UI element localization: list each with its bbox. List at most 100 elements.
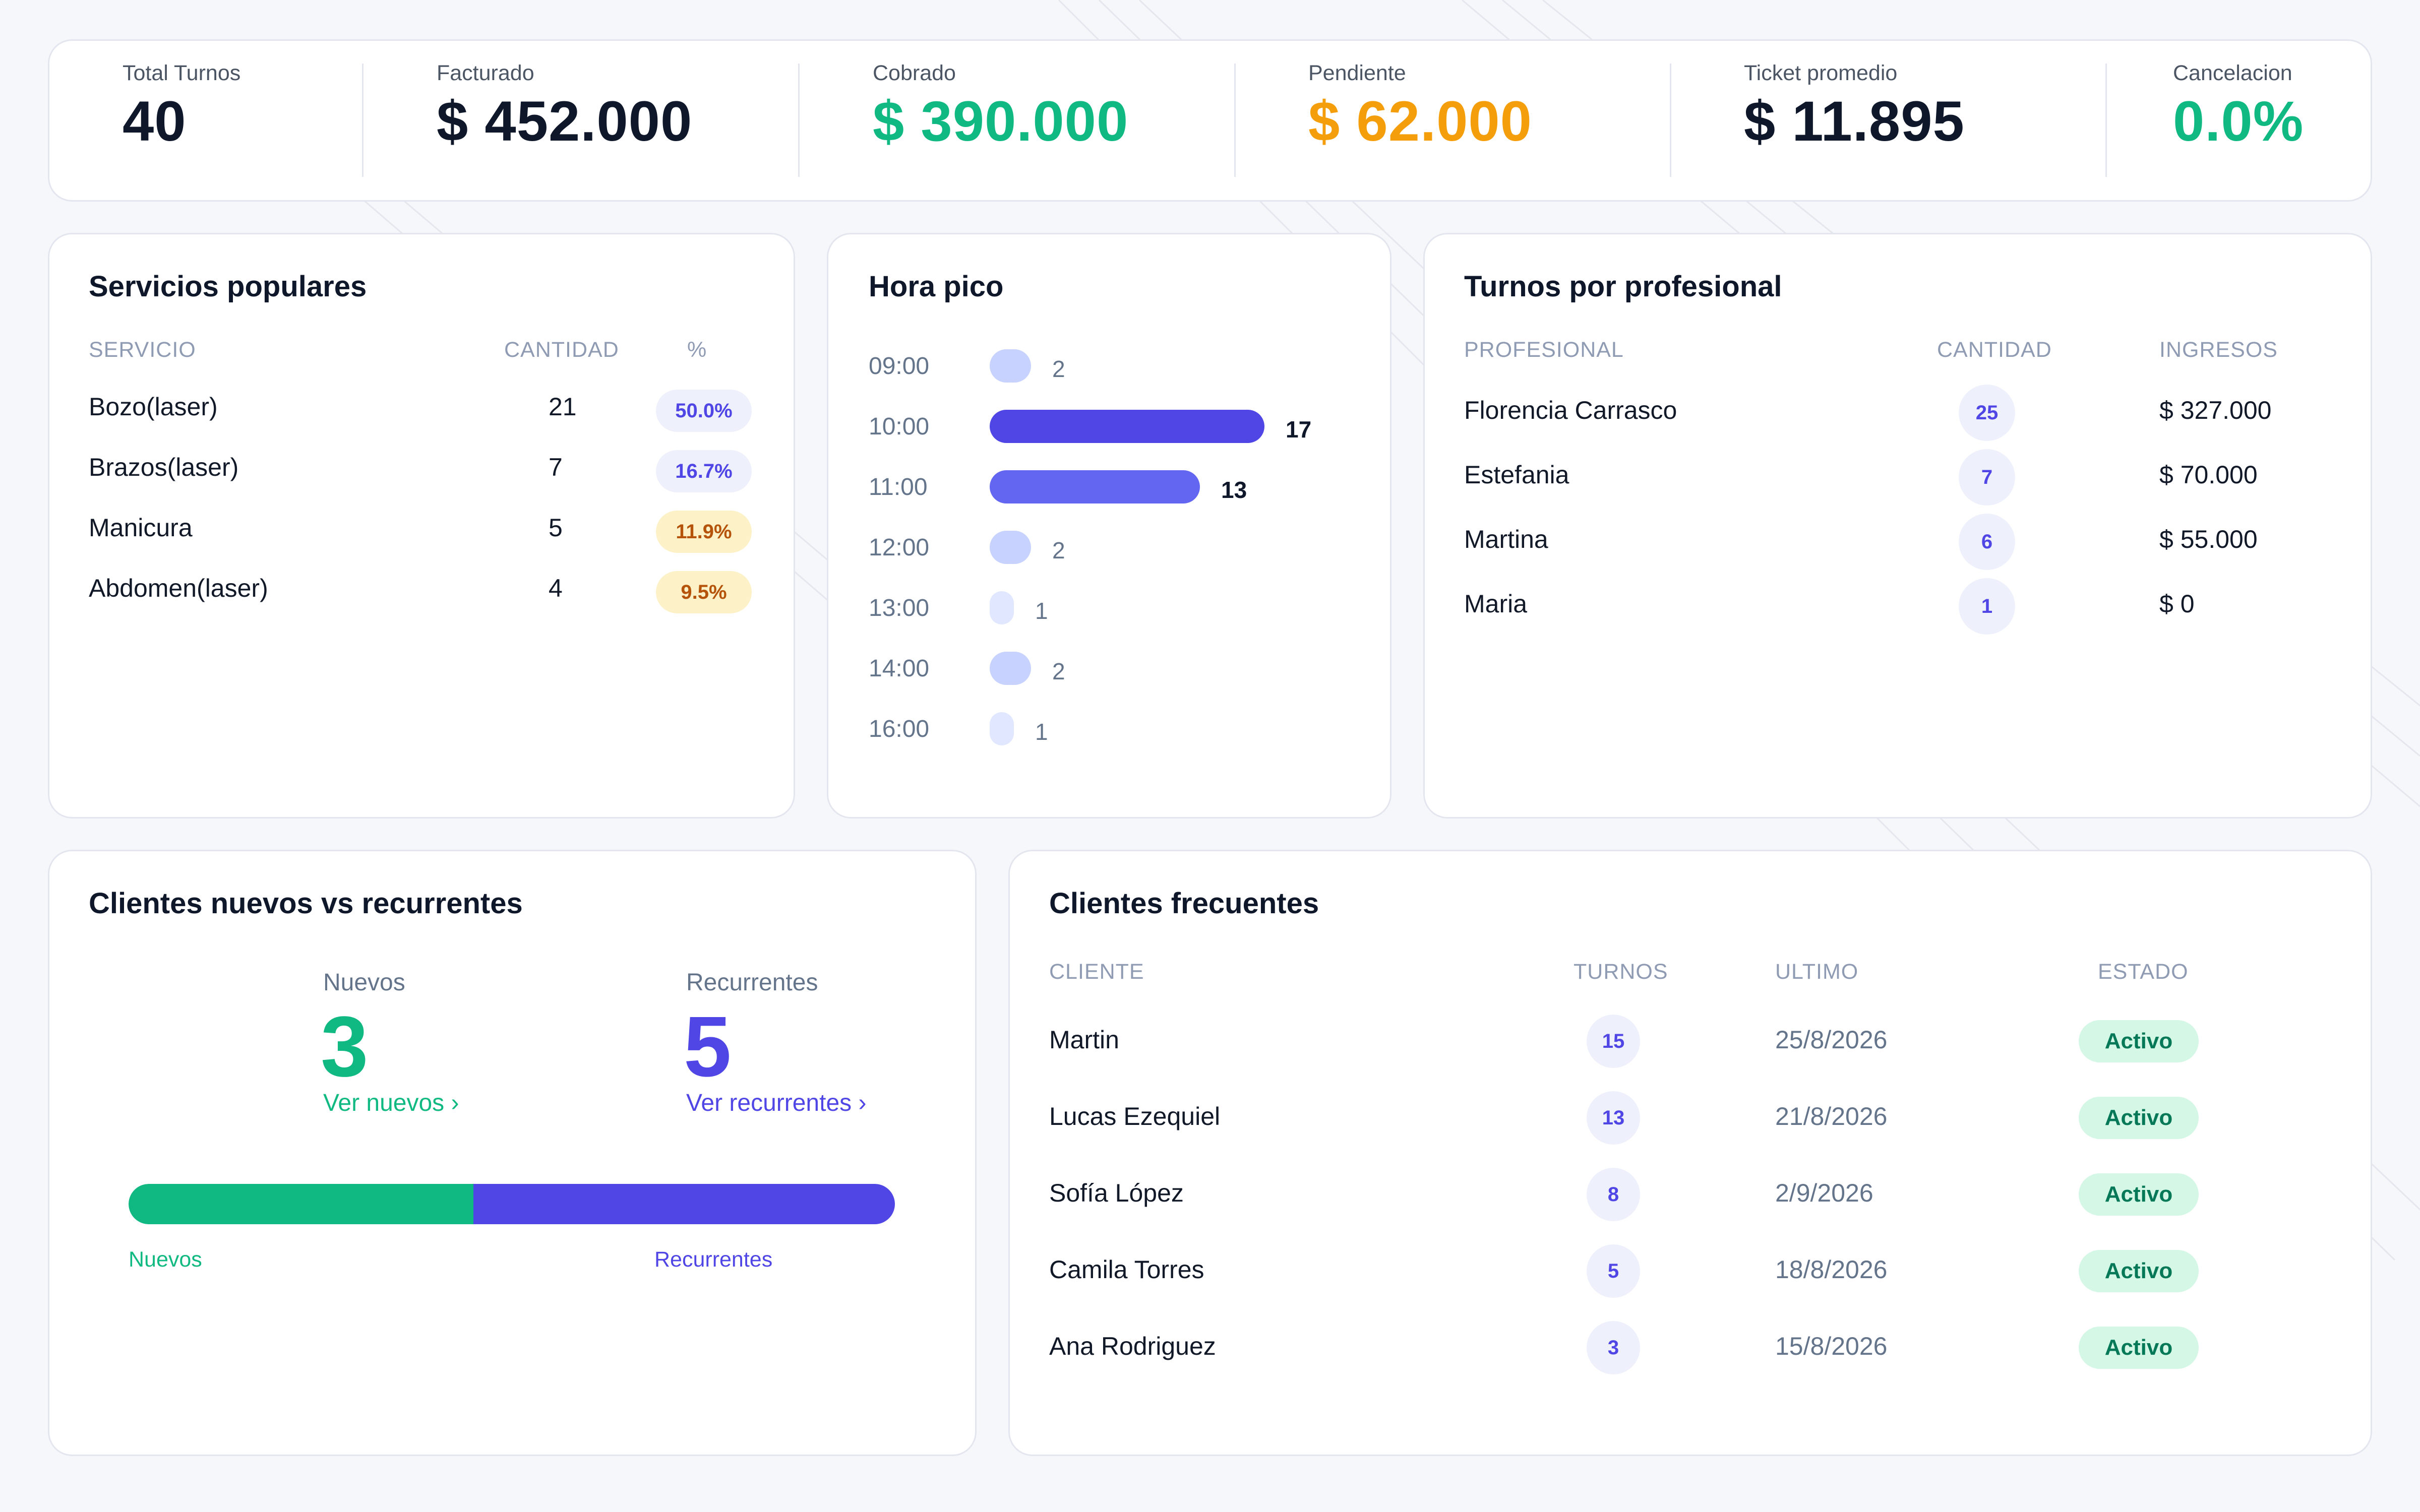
column-header-ultimo: ULTIMO	[1775, 960, 1859, 984]
divider	[1234, 64, 1236, 177]
kpi-label: Cobrado	[873, 61, 956, 85]
hour-label: 12:00	[869, 534, 930, 561]
cliente-ultimo: 15/8/2026	[1775, 1332, 1888, 1360]
kpi-label: Total Turnos	[123, 61, 241, 85]
card-title: Servicios populares	[89, 270, 367, 303]
kpi-value: $ 390.000	[873, 90, 1129, 153]
servicio-name: Bozo(laser)	[89, 393, 218, 421]
kpi-value: $ 62.000	[1308, 90, 1532, 153]
servicio-name: Abdomen(laser)	[89, 574, 268, 602]
recurrentes-count: 5	[684, 999, 732, 1095]
divider	[1670, 64, 1671, 177]
hour-count: 1	[1035, 719, 1048, 745]
legend-nuevos: Nuevos	[129, 1247, 202, 1272]
hour-bar-row: 16:00 1	[869, 712, 1373, 747]
ratio-bar-recurrentes	[473, 1184, 895, 1224]
servicio-qty: 7	[549, 453, 563, 481]
hour-label: 13:00	[869, 595, 930, 621]
nuevos-count: 3	[321, 999, 369, 1095]
cliente-turnos-badge: 13	[1587, 1091, 1640, 1145]
column-header-cantidad: CANTIDAD	[1937, 338, 2052, 362]
profesional-qty-badge: 7	[1959, 449, 2015, 506]
divider	[362, 64, 364, 177]
profesional-name: Estefania	[1464, 461, 1569, 489]
hour-bar	[990, 591, 1014, 624]
card-title: Clientes frecuentes	[1049, 887, 1319, 920]
cliente-ultimo: 21/8/2026	[1775, 1102, 1888, 1130]
servicio-qty: 21	[549, 393, 577, 421]
hour-count: 13	[1221, 477, 1247, 503]
cliente-ultimo: 25/8/2026	[1775, 1026, 1888, 1054]
cliente-turnos-badge: 8	[1587, 1168, 1640, 1221]
estado-badge: Activo	[2079, 1250, 2199, 1292]
legend-recurrentes: Recurrentes	[654, 1247, 773, 1272]
estado-badge: Activo	[2079, 1097, 2199, 1139]
column-header-ingresos: INGRESOS	[2159, 338, 2278, 362]
estado-badge: Activo	[2079, 1327, 2199, 1369]
profesional-name: Martina	[1464, 525, 1548, 553]
hour-count: 2	[1052, 356, 1065, 382]
column-header-servicio: SERVICIO	[89, 338, 196, 362]
hour-bar-row: 10:00 17	[869, 410, 1373, 445]
profesional-income: $ 0	[2159, 590, 2195, 618]
hora-pico-card: Hora pico 09:00 2 10:00 17 11:00 13 12:00 2 13:0…	[827, 233, 1392, 818]
kpi-label: Pendiente	[1308, 61, 1406, 85]
hour-bar-row: 12:00 2	[869, 531, 1373, 566]
kpi-label: Cancelacion	[2173, 61, 2292, 85]
estado-badge: Activo	[2079, 1173, 2199, 1216]
servicios-populares-card: Servicios populares SERVICIO CANTIDAD % …	[48, 233, 795, 818]
cliente-turnos-badge: 15	[1587, 1015, 1640, 1068]
kpi-summary-card: Total Turnos 40 Facturado $ 452.000 Cobr…	[48, 39, 2372, 202]
kpi-label: Facturado	[437, 61, 534, 85]
servicio-pct-badge: 50.0%	[656, 390, 752, 432]
hour-bar	[990, 531, 1031, 564]
cliente-name: Martin	[1049, 1026, 1119, 1054]
hour-bar-row: 13:00 1	[869, 591, 1373, 626]
cliente-name: Ana Rodriguez	[1049, 1332, 1216, 1360]
column-header-cliente: CLIENTE	[1049, 960, 1144, 984]
ver-nuevos-link[interactable]: Ver nuevos ›	[323, 1090, 459, 1116]
card-title: Turnos por profesional	[1464, 270, 1782, 303]
hour-count: 17	[1286, 416, 1312, 443]
cliente-name: Sofía López	[1049, 1179, 1184, 1207]
hour-count: 2	[1052, 658, 1065, 684]
servicio-pct-badge: 9.5%	[656, 571, 752, 613]
profesional-name: Maria	[1464, 590, 1528, 618]
ratio-bar	[129, 1184, 895, 1224]
hour-bar-row: 14:00 2	[869, 652, 1373, 687]
ver-recurrentes-link[interactable]: Ver recurrentes ›	[686, 1090, 867, 1116]
recurrentes-label: Recurrentes	[686, 969, 818, 996]
hour-label: 11:00	[869, 474, 928, 500]
cliente-name: Camila Torres	[1049, 1255, 1204, 1284]
profesional-income: $ 70.000	[2159, 461, 2258, 489]
hour-bar	[990, 652, 1031, 685]
profesional-name: Florencia Carrasco	[1464, 396, 1677, 424]
kpi-label: Ticket promedio	[1744, 61, 1898, 85]
estado-badge: Activo	[2079, 1020, 2199, 1062]
profesional-income: $ 55.000	[2159, 525, 2258, 553]
cliente-name: Lucas Ezequiel	[1049, 1102, 1221, 1130]
column-header-turnos: TURNOS	[1574, 960, 1668, 984]
hour-label: 09:00	[869, 353, 930, 380]
hour-label: 10:00	[869, 413, 930, 440]
hour-bar	[990, 349, 1031, 383]
cliente-turnos-badge: 5	[1587, 1244, 1640, 1298]
profesional-income: $ 327.000	[2159, 396, 2272, 424]
column-header-cantidad: CANTIDAD	[504, 338, 619, 362]
turnos-profesional-card: Turnos por profesional PROFESIONAL CANTI…	[1423, 233, 2372, 818]
column-header-estado: ESTADO	[2098, 960, 2189, 984]
hour-bar	[990, 712, 1014, 745]
kpi-value: 40	[123, 90, 187, 153]
divider	[798, 64, 800, 177]
hour-label: 14:00	[869, 655, 930, 682]
hour-bar-row: 11:00 13	[869, 470, 1373, 506]
servicio-pct-badge: 16.7%	[656, 450, 752, 492]
servicio-qty: 4	[549, 574, 563, 602]
kpi-value: $ 452.000	[437, 90, 693, 153]
profesional-qty-badge: 25	[1959, 385, 2015, 441]
divider	[2105, 64, 2107, 177]
servicio-pct-badge: 11.9%	[656, 511, 752, 553]
servicio-name: Manicura	[89, 514, 193, 542]
clientes-frecuentes-card: Clientes frecuentes CLIENTE TURNOS ULTIM…	[1008, 850, 2372, 1456]
profesional-qty-badge: 6	[1959, 514, 2015, 570]
